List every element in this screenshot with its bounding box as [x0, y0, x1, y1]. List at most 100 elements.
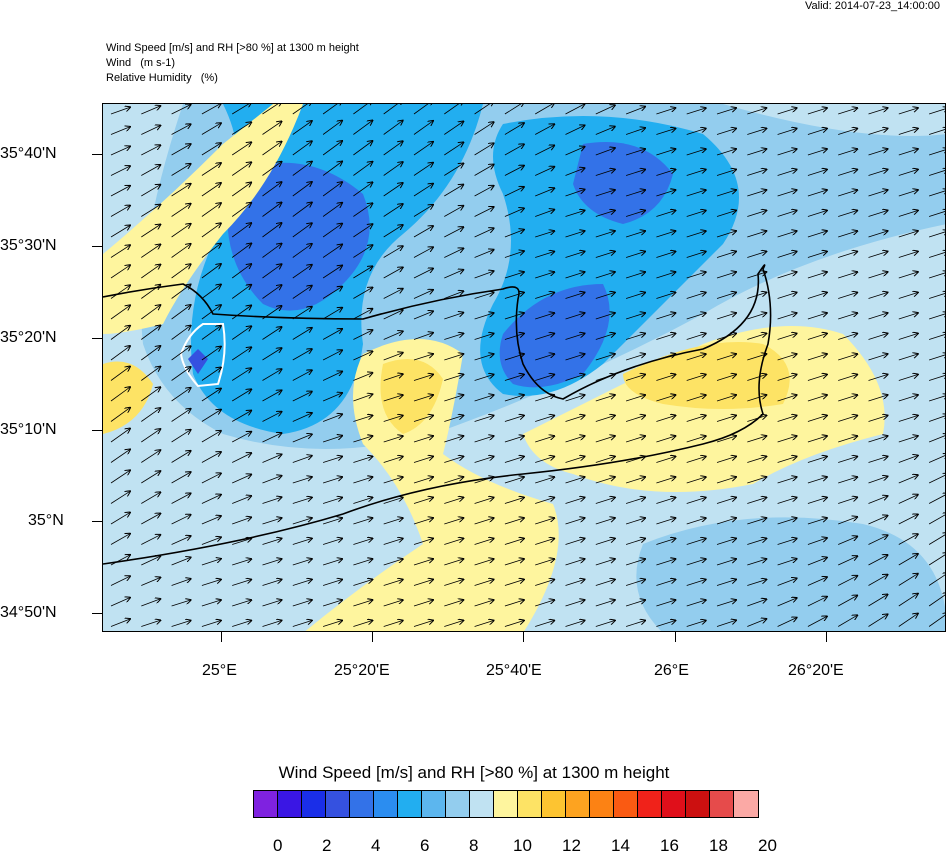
wind-arrow	[413, 121, 433, 135]
wind-arrow	[413, 104, 433, 115]
wind-arrow	[595, 169, 615, 176]
wind-arrow	[595, 313, 615, 320]
wind-arrow	[110, 305, 130, 320]
wind-arrow	[686, 395, 706, 402]
lon-tick	[826, 632, 827, 642]
wind-arrow	[625, 293, 645, 299]
wind-arrow	[383, 267, 403, 279]
wind-arrow	[595, 416, 615, 422]
wind-arrow	[353, 245, 372, 258]
wind-arrow	[838, 231, 857, 238]
wind-arrow	[504, 498, 524, 504]
wind-arrow	[565, 498, 585, 504]
wind-arrow	[201, 559, 221, 566]
wind-arrow	[110, 225, 130, 238]
wind-arrow	[201, 244, 221, 258]
wind-arrow	[413, 621, 433, 627]
lon-tick	[675, 632, 676, 642]
wind-arrow	[747, 498, 766, 504]
wind-arrow	[656, 539, 675, 545]
wind-arrow	[474, 416, 494, 422]
wind-arrow	[565, 190, 585, 197]
wind-arrow	[686, 498, 706, 504]
wind-arrow	[171, 124, 191, 135]
wind-arrow	[625, 252, 645, 258]
wind-arrow	[413, 539, 433, 545]
wind-arrow	[292, 104, 312, 115]
title-line-3: Relative Humidity (%)	[106, 72, 218, 84]
lat-tick	[92, 613, 102, 614]
colorbar-swatch	[566, 791, 590, 817]
wind-arrow	[807, 558, 827, 566]
wind-arrow	[928, 573, 945, 586]
wind-arrow	[807, 416, 827, 422]
wind-arrow	[898, 416, 918, 422]
wind-arrow	[383, 621, 403, 627]
wind-arrow	[565, 125, 585, 135]
wind-arrow	[383, 457, 403, 463]
wind-arrow	[777, 578, 797, 586]
wind-arrow	[747, 354, 766, 361]
wind-arrow	[292, 349, 312, 361]
wind-arrow	[656, 108, 675, 115]
wind-arrow	[383, 104, 403, 115]
wind-arrow	[928, 129, 945, 135]
wind-arrow	[898, 211, 918, 217]
wind-arrow	[868, 575, 888, 586]
wind-arrow	[777, 559, 797, 566]
wind-arrow	[262, 264, 282, 279]
wind-arrow	[777, 190, 797, 197]
wind-arrow	[625, 600, 645, 607]
wind-arrow	[141, 367, 160, 381]
colorbar-label: 16	[660, 836, 679, 855]
wind-arrow	[928, 395, 945, 402]
wind-arrow	[413, 184, 433, 197]
wind-arrow	[444, 354, 463, 361]
wind-arrow	[474, 293, 494, 299]
wind-arrow	[322, 580, 342, 586]
wind-arrow	[625, 477, 645, 484]
wind-arrow	[625, 621, 645, 627]
wind-arrow	[686, 231, 706, 238]
wind-arrow	[595, 127, 615, 135]
wind-arrow	[565, 252, 585, 258]
wind-arrow	[171, 204, 191, 217]
wind-arrow	[322, 224, 342, 238]
wind-arrow	[322, 414, 342, 422]
wind-arrow	[838, 477, 857, 484]
wind-arrow	[110, 245, 130, 258]
wind-arrow	[322, 350, 342, 361]
wind-arrow	[625, 334, 645, 340]
wind-arrow	[353, 373, 372, 381]
wind-arrow	[413, 311, 433, 320]
wind-arrow	[595, 395, 615, 402]
wind-arrow	[322, 287, 342, 299]
wind-arrow	[686, 252, 706, 258]
wind-arrow	[656, 129, 675, 135]
wind-arrow	[292, 223, 312, 238]
wind-arrow	[565, 211, 585, 217]
wind-arrow	[504, 580, 524, 586]
wind-arrow	[444, 600, 463, 607]
wind-arrow	[595, 190, 615, 197]
wind-arrow	[474, 271, 494, 279]
wind-arrow	[201, 495, 221, 504]
wind-arrow	[413, 395, 433, 402]
wind-arrow	[928, 494, 945, 504]
wind-arrow	[656, 559, 675, 566]
wind-arrow	[747, 252, 766, 258]
wind-arrow	[141, 408, 160, 422]
wind-arrow	[565, 457, 585, 463]
wind-arrow	[595, 580, 615, 586]
wind-arrow	[201, 516, 221, 525]
wind-arrow	[535, 518, 554, 525]
wind-arrow	[928, 293, 945, 299]
wind-arrow	[868, 614, 888, 627]
wind-arrow	[171, 536, 191, 545]
wind-arrow	[322, 498, 342, 504]
wind-arrow	[171, 472, 191, 484]
wind-arrow	[716, 477, 736, 484]
wind-arrow	[262, 162, 282, 176]
wind-arrow	[838, 334, 857, 340]
wind-arrow	[898, 334, 918, 340]
